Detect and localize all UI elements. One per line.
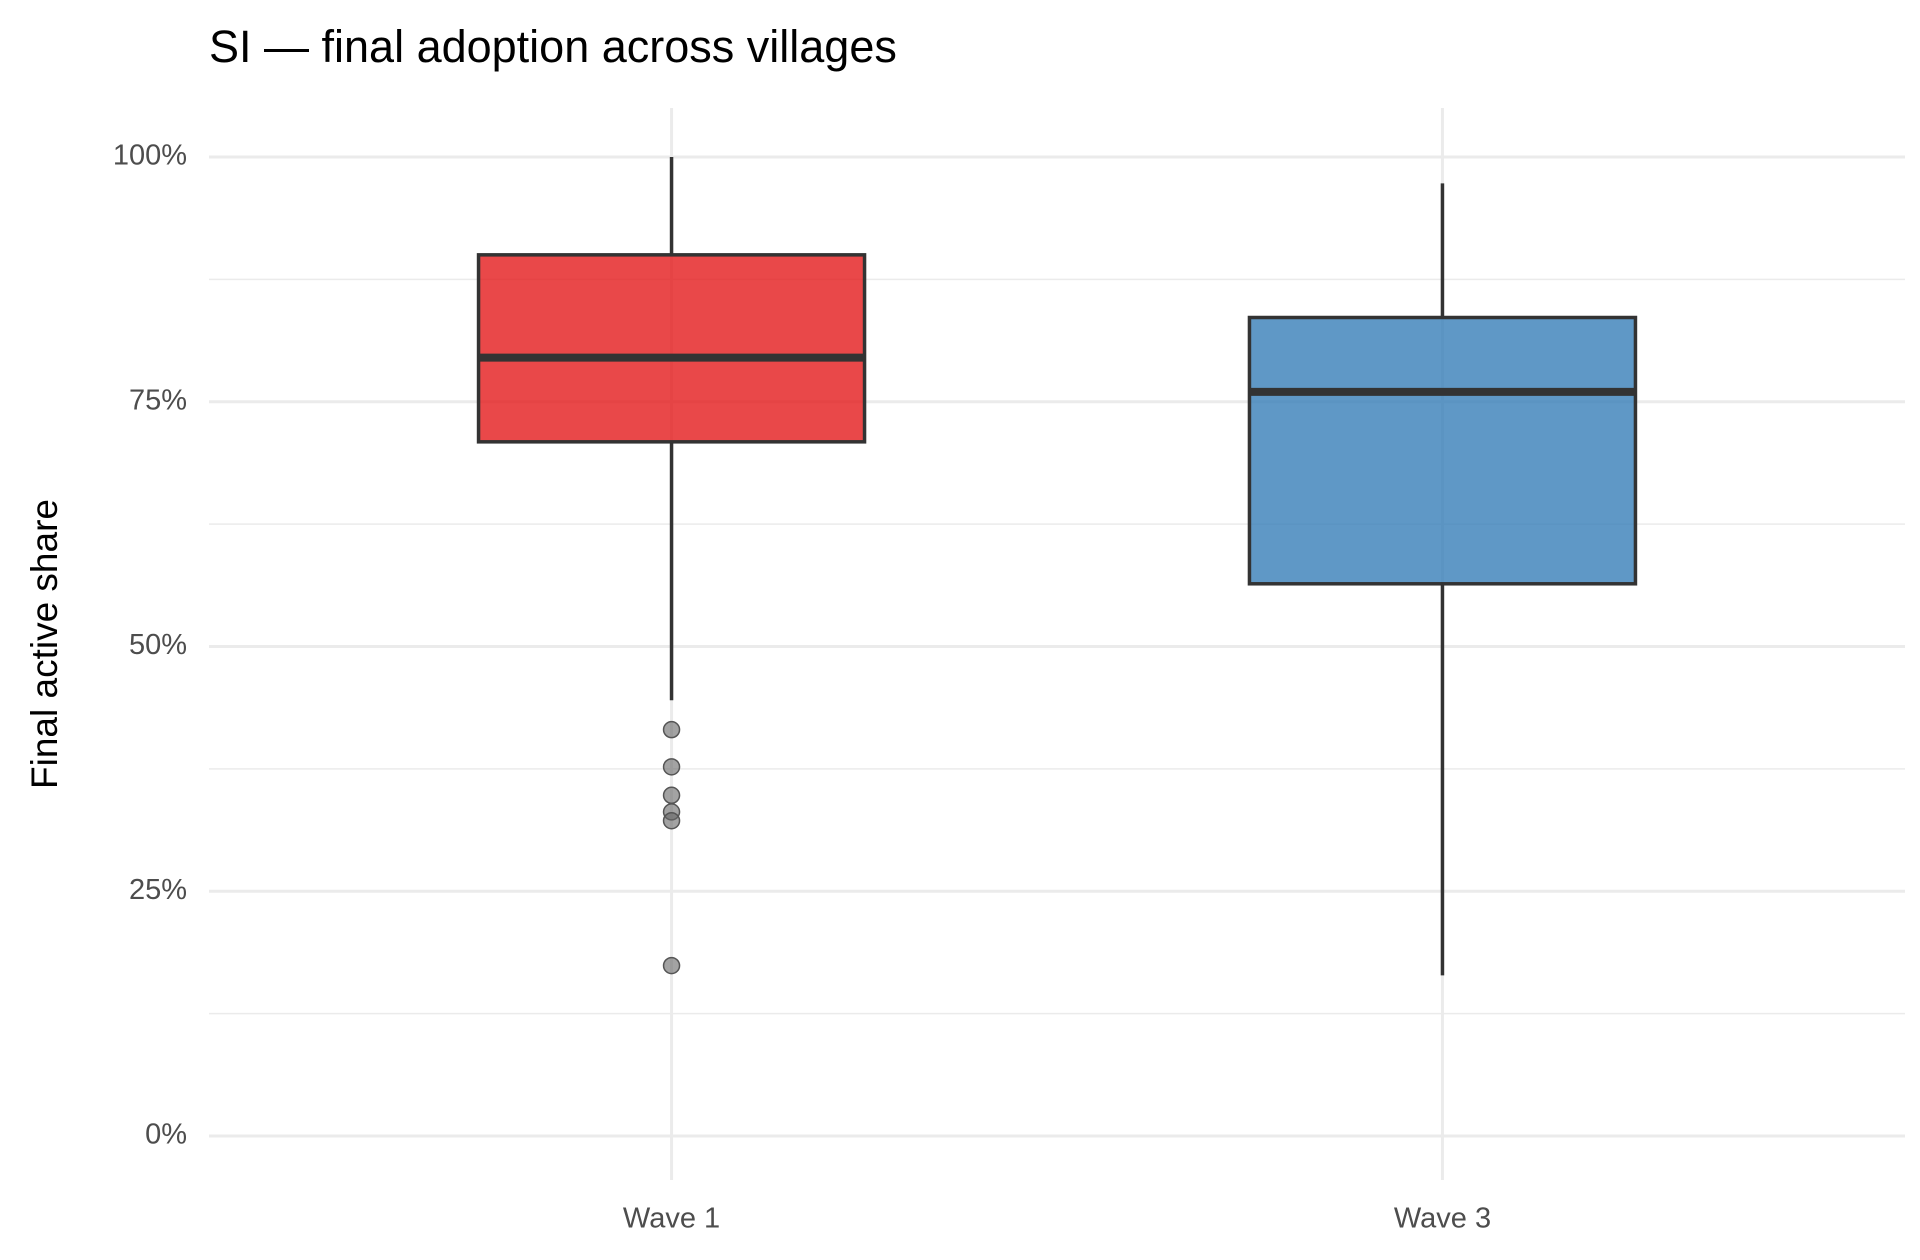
x-tick-label: Wave 1	[623, 1203, 720, 1235]
outlier	[662, 786, 681, 805]
outlier	[662, 811, 681, 830]
y-tick-label: 25%	[129, 874, 187, 906]
y-tick-label: 100%	[113, 140, 187, 172]
outlier	[662, 758, 681, 776]
box	[476, 253, 867, 444]
box	[1247, 315, 1638, 586]
y-tick-label: 0%	[145, 1119, 187, 1151]
y-axis-title: Final active share	[24, 499, 65, 789]
y-tick-label: 50%	[129, 629, 187, 661]
chart-title: SI — final adoption across villages	[209, 21, 897, 72]
x-tick-label: Wave 3	[1394, 1203, 1491, 1235]
y-tick-label: 75%	[129, 384, 187, 416]
outlier	[662, 956, 681, 975]
outlier	[662, 720, 681, 739]
